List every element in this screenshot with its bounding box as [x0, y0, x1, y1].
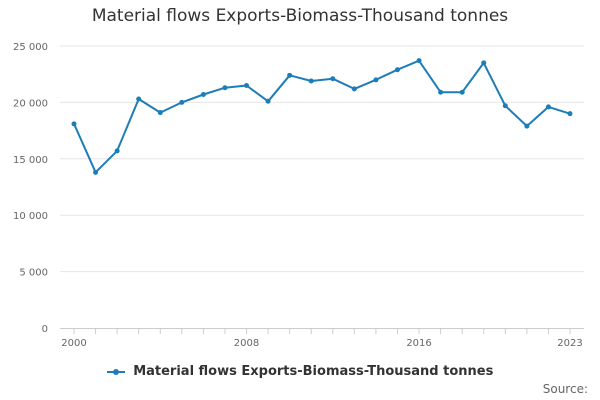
data-point [71, 121, 77, 127]
data-point [287, 72, 293, 78]
y-tick-label: 10 000 [13, 211, 48, 222]
data-point [308, 78, 314, 84]
x-tick-label: 2000 [61, 338, 86, 349]
chart-title: Material flows Exports-Biomass-Thousand … [91, 6, 509, 26]
x-tick-label: 2016 [406, 338, 431, 349]
data-point [244, 82, 250, 88]
gridlines [60, 45, 584, 273]
y-tick-label: 5 000 [19, 268, 48, 279]
data-point [222, 85, 228, 91]
data-point [416, 58, 422, 64]
legend-label: Material flows Exports-Biomass-Thousand … [133, 364, 494, 379]
data-point [351, 86, 357, 92]
y-tick-label: 0 [42, 324, 48, 335]
y-tick-label: 15 000 [13, 155, 48, 166]
data-point [114, 148, 120, 154]
data-point [459, 89, 465, 95]
data-point [136, 96, 142, 102]
data-point [481, 60, 487, 66]
data-point [524, 123, 530, 129]
series-line [73, 59, 571, 174]
data-point [330, 76, 336, 82]
data-point [265, 98, 271, 104]
series-layer [71, 58, 573, 175]
y-axis-ticks: 0 5 000 10 000 15 000 20 000 25 000 [13, 42, 48, 335]
x-tick-label: 2008 [234, 338, 259, 349]
legend-line-icon [106, 367, 125, 377]
data-point [157, 110, 163, 116]
y-tick-label: 20 000 [13, 98, 48, 109]
data-point [394, 67, 400, 73]
data-point [567, 111, 573, 117]
y-tick-label: 25 000 [13, 42, 48, 53]
data-point [502, 103, 508, 109]
data-point [438, 89, 444, 95]
data-point [179, 99, 185, 105]
legend[interactable]: Material flows Exports-Biomass-Thousand … [0, 364, 600, 379]
data-point [373, 77, 379, 83]
x-tick-label: 2023 [557, 338, 582, 349]
data-point [93, 169, 99, 175]
data-point [545, 104, 551, 110]
data-point [200, 92, 206, 98]
x-axis: 2000 2008 2016 2023 [60, 328, 584, 349]
source-label: Source: [542, 382, 588, 396]
